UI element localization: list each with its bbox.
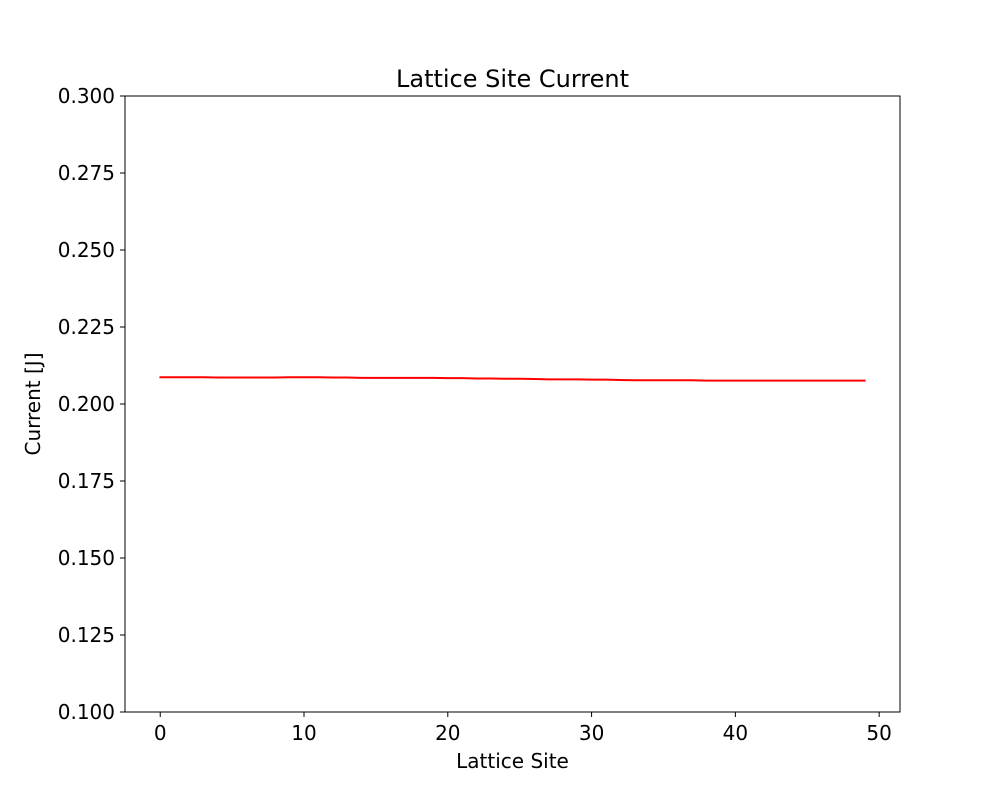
y-tick-label: 0.300 (58, 84, 115, 108)
x-tick-label: 30 (579, 721, 604, 745)
y-tick-label: 0.175 (58, 469, 115, 493)
x-tick-label: 40 (723, 721, 748, 745)
y-tick-label: 0.125 (58, 623, 115, 647)
series-layer (159, 376, 866, 382)
plot-frame (124, 95, 901, 713)
y-tick-label: 0.150 (58, 546, 115, 570)
x-tick-label: 0 (154, 721, 167, 745)
y-tick-label: 0.100 (58, 700, 115, 724)
x-tick-label: 20 (435, 721, 460, 745)
x-axis: 0 10 20 30 40 50 (154, 712, 892, 745)
y-axis: 0.100 0.125 0.150 0.175 0.200 0.225 0.250 0.275… (58, 84, 125, 724)
x-tick-label: 10 (291, 721, 316, 745)
y-tick-label: 0.250 (58, 238, 115, 262)
y-tick-label: 0.225 (58, 315, 115, 339)
chart-title: Lattice Site Current (396, 65, 629, 93)
series-line-0 (159, 376, 866, 382)
y-tick-label: 0.200 (58, 392, 115, 416)
x-axis-label: Lattice Site (456, 749, 569, 773)
x-tick-label: 50 (866, 721, 891, 745)
y-tick-label: 0.275 (58, 161, 115, 185)
y-axis-label: Current [J] (21, 353, 45, 456)
